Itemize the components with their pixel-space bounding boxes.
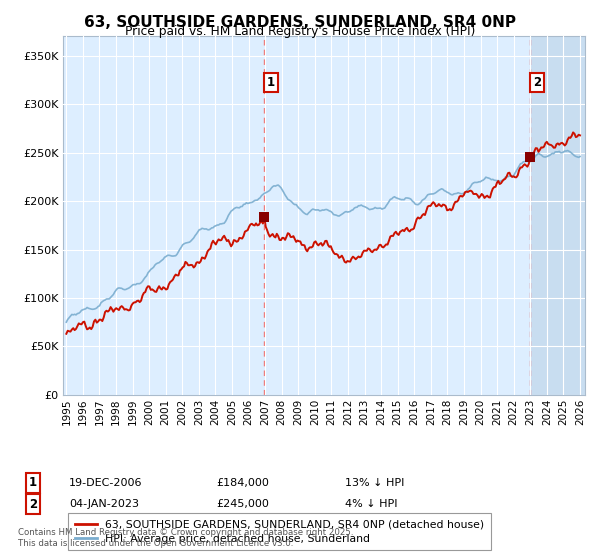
- Text: 19-DEC-2006: 19-DEC-2006: [69, 478, 143, 488]
- Text: £245,000: £245,000: [216, 499, 269, 509]
- Bar: [530, 36, 585, 395]
- Text: £184,000: £184,000: [216, 478, 269, 488]
- Text: 1: 1: [267, 76, 275, 90]
- Text: 2: 2: [29, 497, 37, 511]
- Text: 63, SOUTHSIDE GARDENS, SUNDERLAND, SR4 0NP: 63, SOUTHSIDE GARDENS, SUNDERLAND, SR4 0…: [84, 15, 516, 30]
- Text: 04-JAN-2023: 04-JAN-2023: [69, 499, 139, 509]
- Bar: [530, 36, 585, 395]
- Text: 1: 1: [29, 476, 37, 489]
- Text: 13% ↓ HPI: 13% ↓ HPI: [345, 478, 404, 488]
- Legend: 63, SOUTHSIDE GARDENS, SUNDERLAND, SR4 0NP (detached house), HPI: Average price,: 63, SOUTHSIDE GARDENS, SUNDERLAND, SR4 0…: [68, 513, 491, 550]
- Text: Contains HM Land Registry data © Crown copyright and database right 2025.
This d: Contains HM Land Registry data © Crown c…: [18, 528, 353, 548]
- Text: 4% ↓ HPI: 4% ↓ HPI: [345, 499, 398, 509]
- Text: 2: 2: [533, 76, 541, 90]
- Text: Price paid vs. HM Land Registry's House Price Index (HPI): Price paid vs. HM Land Registry's House …: [125, 25, 475, 38]
